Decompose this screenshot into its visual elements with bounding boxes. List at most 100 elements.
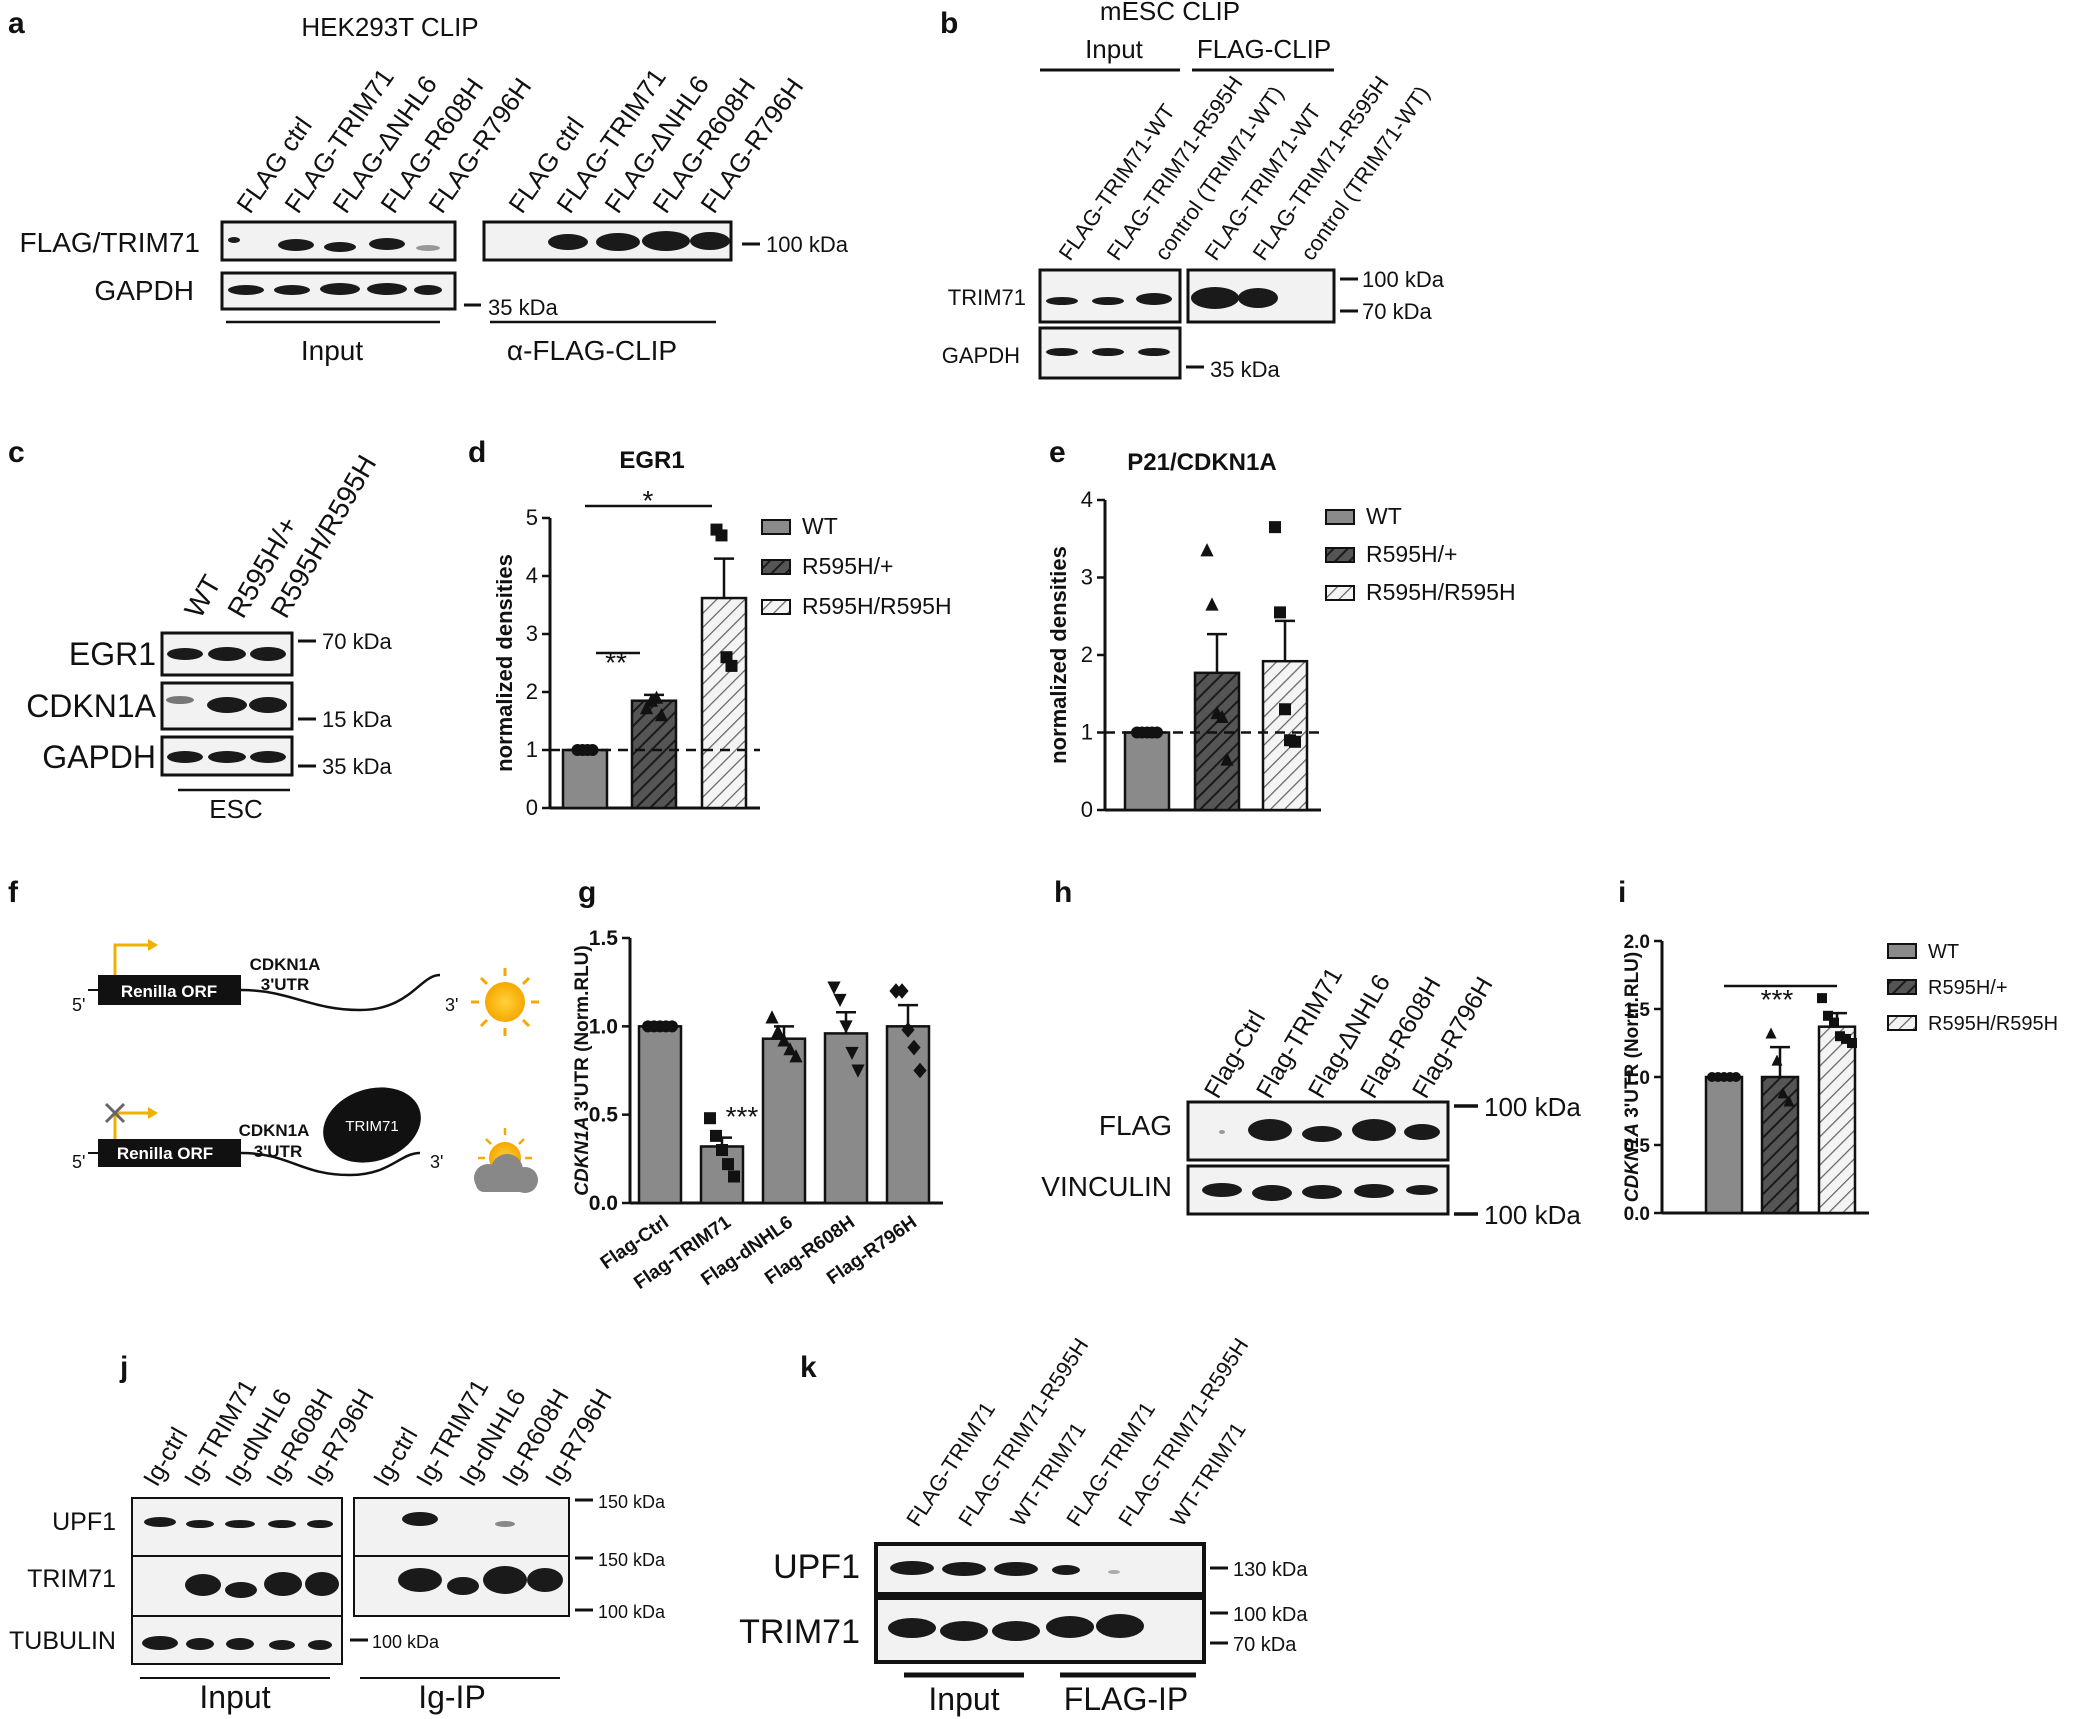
data-point [895,983,909,999]
header-label: Input [1085,34,1144,64]
data-point [1835,1031,1845,1042]
legend-swatch [1887,943,1917,959]
group-label: Input [199,1679,270,1715]
utr-label: CDKN1A [250,955,321,974]
marker-label: 100 kDa [1484,1092,1581,1122]
panel-a-title: HEK293T CLIP [301,12,478,42]
group-label: Input [301,335,363,366]
bar [630,699,678,810]
data-point [851,1064,865,1078]
marker-label: 70 kDa [1362,299,1432,324]
lane-label: WT [178,570,227,623]
y-tick-label: 1 [526,737,538,762]
five-prime-label: 5' [72,995,85,1015]
marker-label: 100 kDa [766,232,849,257]
y-tick-label: 0.0 [589,1192,618,1215]
marker-label: 100 kDa [1362,267,1445,292]
data-point [1771,1054,1783,1066]
group-label: Ig-IP [418,1679,486,1715]
row-label: FLAG [1099,1110,1172,1141]
header-label: FLAG-CLIP [1197,34,1331,64]
y-tick-label: 2 [526,679,538,704]
group-label: FLAG-IP [1064,1681,1188,1717]
panel-letter-a: a [8,7,25,40]
y-axis-label: normalized densities [1046,546,1071,764]
significance-label: *** [1761,984,1794,1015]
bar [885,1025,931,1205]
significance-label: ** [605,647,627,678]
data-point [666,1020,678,1033]
y-tick-label: 1.5 [589,927,619,950]
data-point [722,1158,734,1171]
data-point [1817,993,1827,1004]
panel-h-blot: Flag-Ctrl Flag-TRIM71 Flag-ΔNHL6 Flag-R6… [1041,963,1581,1230]
panel-letters: a b c d e f g h i j k [8,7,1626,1384]
row-label: TRIM71 [948,285,1026,310]
orf-label: Renilla ORF [117,1144,213,1163]
row-label: TRIM71 [27,1565,116,1593]
y-tick-label: 2 [1081,642,1093,667]
panel-c-blot: WT R595H/+ R595H/R595H EGR1 CDKN1A GAPDH… [26,450,392,824]
legend-label: WT [802,513,838,539]
y-tick-label: 0.0 [1624,1204,1650,1225]
panel-letter-e: e [1049,436,1066,469]
bar [637,1025,683,1205]
marker-label: 70 kDa [1233,1634,1297,1656]
data-point [839,1020,853,1034]
row-label: TRIM71 [739,1613,860,1651]
chart-e: P21/CDKN1A 0 1 2 3 4 normalized densities WT R59… [1046,449,1516,822]
y-axis-label: normalized densities [492,554,517,772]
marker-label: 35 kDa [1210,357,1280,382]
data-point [789,1049,803,1063]
bar [1704,1075,1744,1215]
data-point [783,1042,797,1056]
significance-label: *** [726,1101,759,1132]
y-tick-label: 2.0 [1624,932,1650,953]
row-label: TUBULIN [9,1627,116,1655]
y-tick-label: 0.5 [589,1104,619,1127]
marker-label: 150 kDa [598,1550,666,1570]
row-label: GAPDH [942,343,1020,368]
data-point [1289,735,1301,748]
legend-label: R595H/R595H [802,593,952,619]
y-tick-label: 0 [526,795,538,820]
row-label: CDKN1A [26,688,156,724]
row-label: FLAG/TRIM71 [20,227,200,258]
y-axis-label: CDKN1A 3'UTR (Norm.RLU) [572,945,593,1195]
renilla-orf-box [98,1139,241,1167]
legend-swatch [1325,547,1355,563]
marker-label: 35 kDa [322,754,392,779]
data-point [1220,752,1234,766]
group-label: Input [928,1681,999,1717]
panel-letter-h: h [1054,876,1072,909]
row-label: UPF1 [773,1548,860,1586]
data-point [1205,597,1219,611]
y-tick-label: 0.5 [1624,1136,1651,1157]
data-point [1783,1095,1795,1107]
bar [1817,1025,1857,1215]
bar [1193,671,1241,812]
bar [823,1032,869,1205]
data-point [1269,521,1281,534]
legend-label: WT [1366,503,1402,529]
marker-label: 70 kDa [322,629,392,654]
marker-label: 130 kDa [1233,1559,1308,1581]
data-point [704,1112,716,1125]
data-point [715,529,728,542]
blocked-x-icon [104,1102,126,1124]
panel-letter-k: k [800,1351,817,1384]
three-prime-label: 3' [430,1152,443,1172]
panel-a-blot: HEK293T CLIP FLAG ctrl FLAG-TRIM71 FLAG-… [20,12,849,366]
utr-label: 3'UTR [261,975,309,994]
y-tick-label: 1 [1081,720,1093,745]
legend-label: WT [1928,941,1959,963]
panel-letter-d: d [468,436,486,469]
legend-label: R595H/+ [1928,977,2008,999]
data-point [1731,1072,1741,1082]
data-point [654,708,669,722]
panel-letter-j: j [119,1351,128,1384]
data-point [907,1039,921,1056]
